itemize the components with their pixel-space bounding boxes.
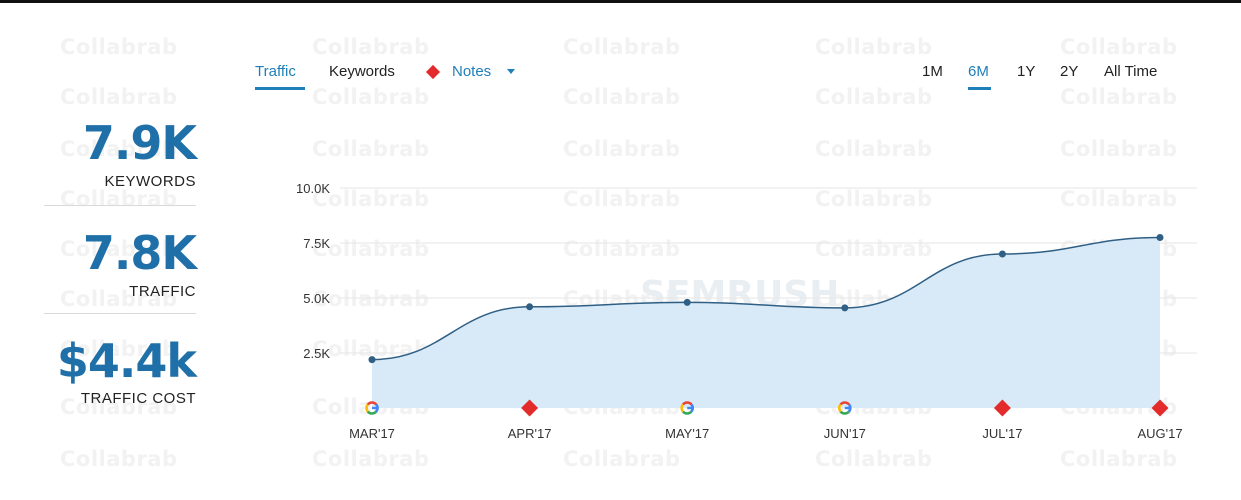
data-point[interactable] — [683, 298, 691, 306]
top-bar — [0, 0, 1241, 3]
google-icon[interactable] — [365, 401, 379, 415]
data-point[interactable] — [526, 303, 534, 311]
stat-divider — [44, 205, 196, 206]
traffic-value: 7.8K — [82, 226, 197, 280]
stat-divider — [44, 313, 196, 314]
x-tick-label: MAR'17 — [349, 426, 395, 441]
y-tick-label: 5.0K — [303, 291, 330, 306]
x-tick-label: MAY'17 — [665, 426, 709, 441]
x-tick-label: JUL'17 — [982, 426, 1022, 441]
note-diamond-icon[interactable] — [521, 399, 539, 417]
note-diamond-icon[interactable] — [993, 399, 1011, 417]
range-1y[interactable]: 1Y — [1017, 63, 1036, 80]
data-point[interactable] — [841, 304, 849, 312]
traffic-cost-label: TRAFFIC COST — [80, 390, 196, 407]
keywords-label: KEYWORDS — [104, 173, 196, 190]
x-tick-label: AUG'17 — [1137, 426, 1182, 441]
x-tick-label: APR'17 — [508, 426, 552, 441]
chevron-down-icon[interactable] — [507, 69, 515, 74]
data-point[interactable] — [1156, 234, 1164, 241]
tab-traffic[interactable]: Traffic — [255, 63, 296, 80]
range-all-time[interactable]: All Time — [1104, 63, 1158, 80]
range-6m[interactable]: 6M — [968, 63, 989, 80]
range-2y[interactable]: 2Y — [1060, 63, 1079, 80]
y-tick-label: 7.5K — [303, 236, 330, 251]
google-icon[interactable] — [838, 401, 852, 415]
y-tick-label: 2.5K — [303, 346, 330, 361]
y-tick-label: 10.0K — [296, 181, 330, 196]
x-tick-label: JUN'17 — [824, 426, 866, 441]
traffic-line — [371, 236, 1161, 361]
traffic-cost-value: $4.4k — [56, 334, 197, 388]
range-1m[interactable]: 1M — [922, 63, 943, 80]
traffic-label: TRAFFIC — [129, 283, 196, 300]
range-6m-underline — [968, 87, 991, 90]
data-point[interactable] — [998, 250, 1006, 258]
traffic-area — [372, 237, 1160, 408]
tab-notes[interactable]: Notes — [452, 63, 492, 80]
keywords-value: 7.9K — [82, 116, 197, 170]
tab-traffic-underline — [255, 87, 305, 90]
data-point[interactable] — [368, 356, 376, 364]
tab-keywords[interactable]: Keywords — [329, 63, 395, 80]
google-icon[interactable] — [680, 401, 694, 415]
